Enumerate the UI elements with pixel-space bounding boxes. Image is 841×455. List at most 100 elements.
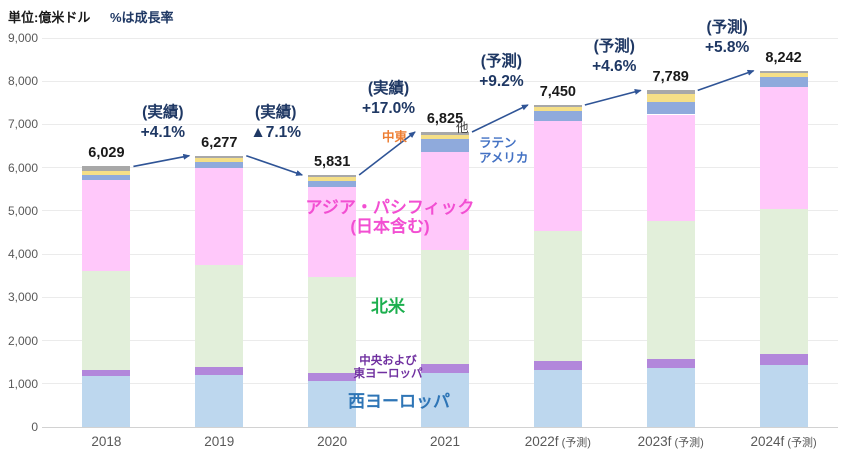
bar-segment — [82, 171, 131, 175]
bar-segment — [759, 70, 808, 74]
latin-america-label: ラテン アメリカ — [479, 136, 529, 165]
x-axis-category-label: 2021 — [429, 434, 461, 449]
bar-segment — [195, 162, 244, 169]
bar-segment — [759, 87, 808, 210]
bar-segment — [646, 114, 695, 222]
forecast-suffix: (予測) — [558, 437, 591, 449]
gridline — [42, 426, 838, 428]
forecast-suffix: (予測) — [784, 437, 817, 449]
middle-east-label: 中東 — [381, 130, 407, 144]
central-east-europe-label: 中央および 東ヨーロッパ — [353, 355, 423, 380]
growth-annotation: (予測) +9.2% — [426, 52, 576, 92]
y-axis-tick-label: 1,000 — [7, 376, 38, 391]
other-label: 他 — [456, 121, 469, 135]
y-axis-tick-label: 8,000 — [7, 74, 38, 89]
bar-segment — [533, 369, 582, 427]
bar-segment — [759, 364, 808, 427]
bar-segment — [308, 180, 357, 187]
x-axis-category-label: 2023f (予測) — [637, 434, 704, 449]
bar-segment — [195, 375, 244, 427]
gridline — [42, 123, 838, 125]
growth-annotation-kind: (予測) — [480, 52, 523, 70]
bar-segment — [533, 104, 582, 107]
bar-total-label: 7,450 — [539, 83, 576, 100]
bar-segment — [421, 132, 469, 135]
bar-segment — [195, 367, 244, 376]
y-axis-tick-label: 5,000 — [7, 203, 38, 218]
y-axis-tick-label: 6,000 — [7, 160, 38, 175]
gridline — [42, 80, 838, 82]
asia-pacific-label-line1: アジア・パシフィック — [305, 198, 475, 217]
bar-segment — [308, 186, 357, 277]
bar-segment — [308, 276, 357, 373]
bar-segment — [195, 168, 244, 265]
bar-segment — [82, 271, 131, 370]
bar-segment — [195, 158, 244, 163]
y-axis-tick-label: 4,000 — [7, 247, 38, 262]
growth-annotation-value: +4.6% — [592, 58, 637, 76]
y-axis-tick-label: 3,000 — [7, 290, 38, 305]
bar-segment — [308, 381, 357, 427]
y-axis-tick-label: 9,000 — [7, 31, 38, 45]
bar-segment — [646, 367, 695, 427]
bar-segment — [646, 221, 695, 359]
bar-segment — [533, 230, 582, 361]
asia-pacific-label-line2: (日本含む) — [350, 217, 430, 236]
bar-segment — [421, 249, 469, 365]
bar-total-label: 8,242 — [765, 49, 802, 66]
bar-segment — [421, 364, 469, 373]
bar-segment — [646, 94, 695, 102]
growth-annotation-value: +5.8% — [704, 38, 750, 56]
growth-annotation-kind: (実績) — [255, 103, 297, 121]
growth-annotation-value: ▲7.1% — [250, 123, 302, 141]
bar-segment — [421, 134, 469, 140]
bar-total-label: 6,825 — [426, 111, 464, 127]
bar-segment — [308, 177, 357, 181]
bar-segment — [421, 152, 469, 250]
bar-total-label: 7,789 — [652, 69, 689, 86]
x-axis-category-label: 2018 — [91, 434, 122, 449]
bar-segment — [82, 376, 131, 427]
bar-segment — [759, 73, 808, 78]
bar-segment — [646, 101, 695, 115]
growth-annotation: (実績) ▲7.1% — [201, 103, 351, 143]
bar-segment — [82, 179, 131, 272]
x-axis-category-label: 2020 — [317, 434, 348, 449]
y-axis-tick-label: 0 — [31, 420, 38, 434]
bar-segment — [646, 358, 695, 368]
bar-segment — [308, 372, 357, 382]
growth-annotation: (実績) +17.0% — [314, 79, 464, 119]
bar-segment — [421, 139, 469, 153]
bar-segment — [533, 120, 582, 231]
bar-segment — [759, 77, 808, 88]
growth-annotation-kind: (実績) — [367, 80, 410, 97]
bar-segment — [82, 369, 131, 377]
bar-segment — [759, 353, 808, 365]
growth-annotation-value: +17.0% — [362, 100, 416, 117]
bar-segment — [421, 372, 469, 427]
growth-annotation: (予測) +4.6% — [539, 37, 689, 77]
growth-annotation: (実績) +4.1% — [88, 103, 238, 143]
chart-header: 単位:億米ドル %は成長率 — [8, 7, 174, 26]
bar-total-label: 5,831 — [313, 153, 351, 170]
y-axis-tick-label: 7,000 — [7, 117, 38, 132]
growth-note-label: %は成長率 — [109, 10, 174, 25]
bar-segment — [533, 360, 582, 370]
north-america-label: 北米 — [371, 297, 405, 316]
bar-segment — [646, 90, 695, 95]
bar-segment — [195, 155, 244, 159]
bar-total-label: 6,277 — [201, 134, 238, 151]
x-axis-category-label: 2024f (予測) — [750, 434, 817, 449]
x-axis-category-label: 2019 — [204, 434, 235, 449]
bar-segment — [533, 110, 582, 121]
bar-segment — [82, 174, 131, 180]
gridline — [42, 37, 838, 39]
unit-label: 単位:億米ドル — [8, 10, 91, 25]
bar-segment — [82, 166, 131, 172]
growth-annotation-kind: (実績) — [142, 103, 184, 121]
asia-pacific-label: アジア・パシフィック (日本含む) — [280, 198, 500, 236]
bar-segment — [195, 264, 244, 368]
y-axis-tick-label: 2,000 — [7, 333, 38, 348]
growth-annotation-value: +9.2% — [479, 72, 524, 90]
